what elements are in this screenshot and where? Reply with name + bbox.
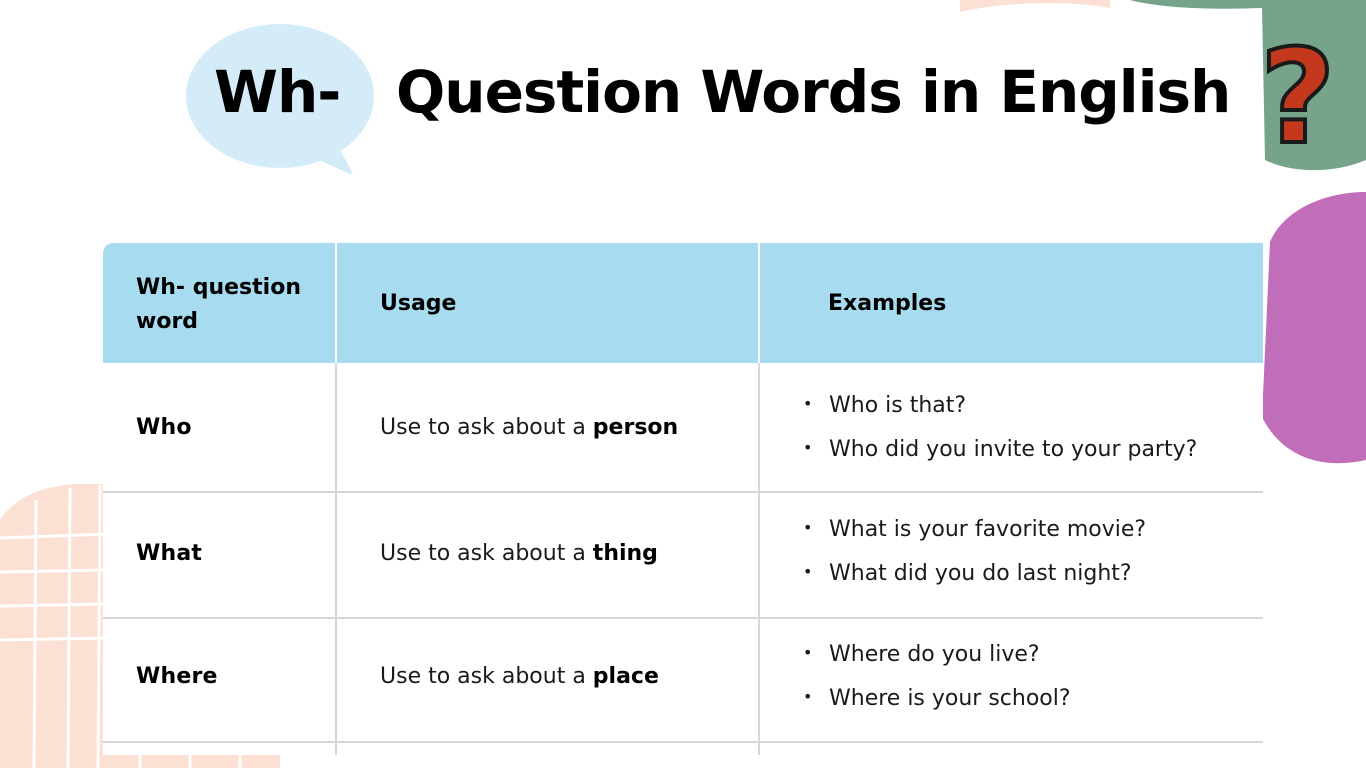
example-item: • Who is that? xyxy=(803,393,967,418)
header-divider xyxy=(758,243,760,363)
usage-keyword: person xyxy=(592,415,679,440)
question-mark-icon: ? xyxy=(1258,24,1337,154)
usage-keyword: thing xyxy=(592,541,658,566)
page-title: Question Words in English xyxy=(396,58,1231,126)
column-divider xyxy=(335,363,337,755)
column-divider xyxy=(758,363,760,755)
svg-text:?: ? xyxy=(1260,24,1335,154)
example-item: • Where is your school? xyxy=(803,686,1071,711)
usage-keyword: place xyxy=(592,664,659,689)
example-item: • Who did you invite to your party? xyxy=(803,437,1198,462)
green-blob-decoration xyxy=(1130,0,1366,171)
title-prefix: Wh- xyxy=(214,58,341,126)
header-examples: Examples xyxy=(828,291,947,316)
example-item: • What is your favorite movie? xyxy=(803,517,1147,542)
purple-blob-decoration xyxy=(1262,192,1366,464)
row-word: Who xyxy=(136,415,192,440)
row-usage: Use to ask about a place xyxy=(380,664,659,689)
example-item: • What did you do last night? xyxy=(803,561,1132,586)
row-divider xyxy=(103,491,1263,493)
peach-top-decoration xyxy=(960,0,1110,12)
row-divider xyxy=(103,617,1263,619)
row-divider xyxy=(103,741,1263,743)
row-usage: Use to ask about a thing xyxy=(380,541,658,566)
row-usage: Use to ask about a person xyxy=(380,415,679,440)
question-words-table: Wh- question word Usage Examples Who Use… xyxy=(103,243,1263,755)
example-item: • Where do you live? xyxy=(803,642,1040,667)
speech-bubble-icon xyxy=(186,24,374,174)
header-divider xyxy=(335,243,337,363)
header-word: Wh- question word xyxy=(136,275,301,334)
table-header xyxy=(103,243,1263,363)
header-usage: Usage xyxy=(380,291,457,316)
row-word: What xyxy=(136,541,203,566)
row-word: Where xyxy=(136,664,218,689)
peach-grid-decoration xyxy=(0,483,110,768)
